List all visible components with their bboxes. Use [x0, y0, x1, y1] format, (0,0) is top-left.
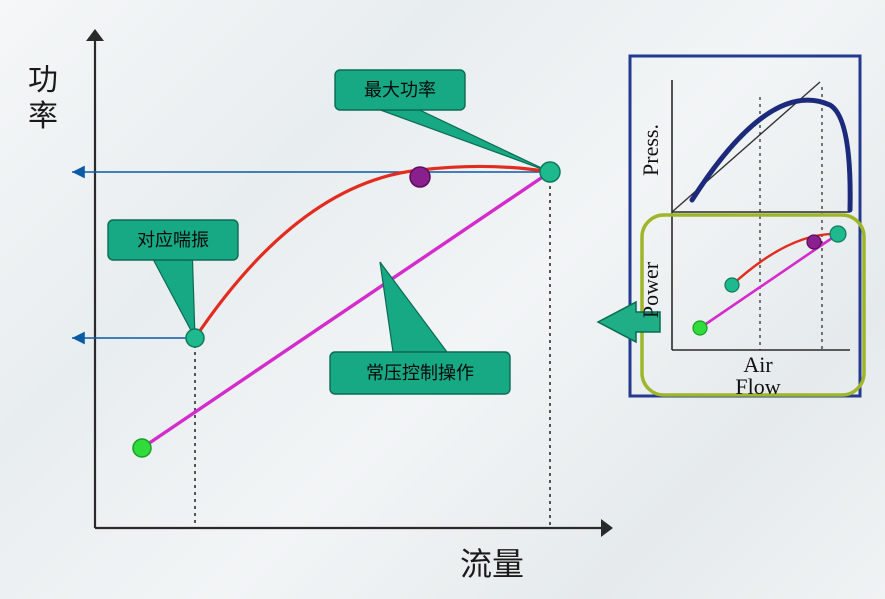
x-axis-label: 流量 — [460, 546, 524, 582]
data-point-2 — [410, 167, 430, 187]
callout-label-2: 常压控制操作 — [366, 363, 474, 383]
y-axis-arrow — [86, 29, 104, 41]
inset-press-curve — [692, 100, 850, 210]
data-point-1 — [186, 329, 204, 347]
callout-pointer-0 — [381, 110, 551, 172]
data-point-3 — [540, 162, 560, 182]
callout-pointer-1 — [154, 260, 196, 338]
diagram-root: 功率流量最大功率对应喘振常压控制操作 Press.PowerAirFlow — [0, 0, 885, 599]
y-axis-label: 功率 — [28, 64, 58, 133]
data-point-0 — [133, 439, 151, 457]
magenta-line — [142, 172, 550, 448]
inset-x-label-2: Flow — [735, 374, 780, 399]
x-axis-arrow — [601, 519, 613, 537]
inset-point-0 — [693, 321, 707, 335]
inset-power-label: Power — [638, 261, 663, 318]
red-curve — [195, 166, 550, 338]
main-chart: 功率流量 最大功率对应喘振常压控制操作 — [28, 29, 613, 582]
inset-point-1 — [725, 278, 739, 292]
inset-press-label: Press. — [638, 124, 663, 176]
inset-chart: Press.PowerAirFlow — [598, 56, 864, 399]
callout-pointer-2 — [380, 262, 447, 352]
inset-frame — [630, 56, 860, 396]
inset-point-3 — [830, 226, 846, 242]
callout-label-0: 最大功率 — [364, 80, 436, 100]
inset-point-2 — [807, 235, 821, 249]
callout-label-1: 对应喘振 — [137, 230, 209, 250]
